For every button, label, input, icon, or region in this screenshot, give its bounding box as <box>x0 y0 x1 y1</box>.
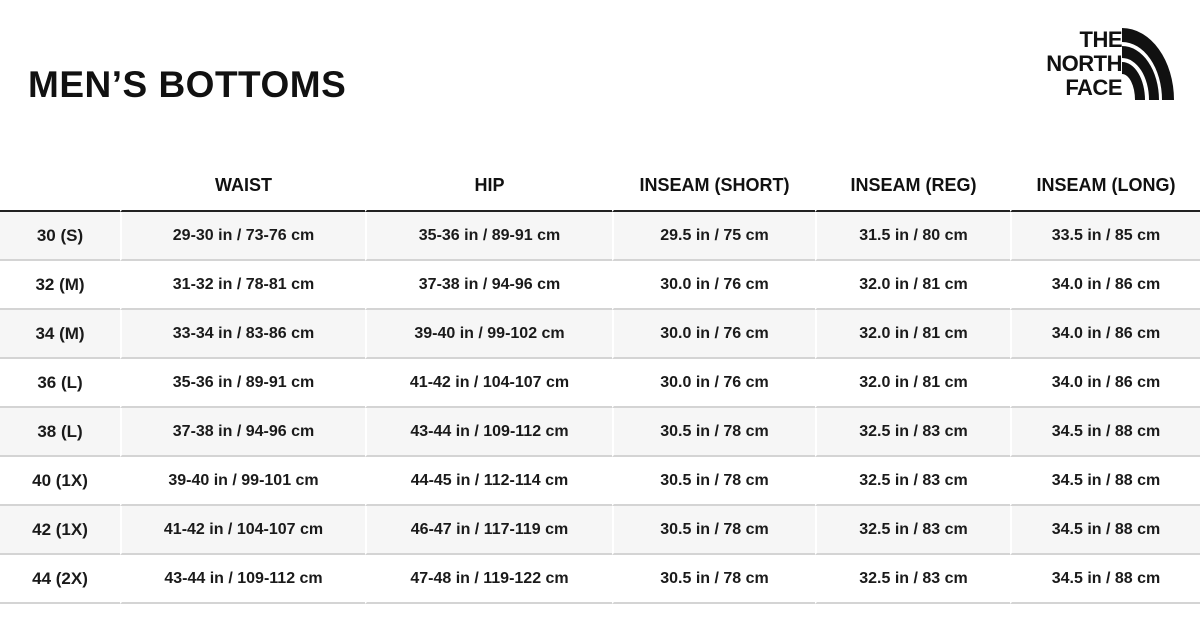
cell-waist: 43-44 in / 109-112 cm <box>120 555 365 604</box>
cell-inseam-reg: 32.5 in / 83 cm <box>815 457 1010 506</box>
cell-inseam-short: 30.0 in / 76 cm <box>612 261 815 310</box>
table-row: 38 (L) 37-38 in / 94-96 cm 43-44 in / 109-… <box>0 408 1200 457</box>
cell-inseam-long: 34.5 in / 88 cm <box>1010 408 1200 457</box>
cell-size: 38 (L) <box>0 408 120 457</box>
size-table: WAIST HIP INSEAM (SHORT) INSEAM (REG) INSEAM… <box>0 160 1200 604</box>
table-row: 30 (S) 29-30 in / 73-76 cm 35-36 in / 89-9… <box>0 212 1200 261</box>
the-north-face-logo: THE NORTH FACE <box>1012 28 1174 102</box>
cell-waist: 31-32 in / 78-81 cm <box>120 261 365 310</box>
cell-inseam-long: 34.5 in / 88 cm <box>1010 555 1200 604</box>
cell-size: 44 (2X) <box>0 555 120 604</box>
table-row: 40 (1X) 39-40 in / 99-101 cm 44-45 in / 11… <box>0 457 1200 506</box>
column-header-waist: WAIST <box>120 160 365 212</box>
cell-waist: 37-38 in / 94-96 cm <box>120 408 365 457</box>
cell-size: 42 (1X) <box>0 506 120 555</box>
cell-inseam-reg: 31.5 in / 80 cm <box>815 212 1010 261</box>
cell-hip: 41-42 in / 104-107 cm <box>365 359 612 408</box>
table-row: 36 (L) 35-36 in / 89-91 cm 41-42 in / 104-… <box>0 359 1200 408</box>
table-row: 44 (2X) 43-44 in / 109-112 cm 47-48 in / 1… <box>0 555 1200 604</box>
half-dome-icon <box>1122 28 1174 100</box>
cell-size: 34 (M) <box>0 310 120 359</box>
cell-inseam-short: 30.0 in / 76 cm <box>612 310 815 359</box>
cell-hip: 35-36 in / 89-91 cm <box>365 212 612 261</box>
cell-size: 36 (L) <box>0 359 120 408</box>
cell-inseam-short: 29.5 in / 75 cm <box>612 212 815 261</box>
page-title: MEN’S BOTTOMS <box>28 64 347 105</box>
cell-inseam-long: 34.5 in / 88 cm <box>1010 457 1200 506</box>
cell-waist: 41-42 in / 104-107 cm <box>120 506 365 555</box>
cell-inseam-long: 34.0 in / 86 cm <box>1010 261 1200 310</box>
cell-size: 40 (1X) <box>0 457 120 506</box>
cell-hip: 37-38 in / 94-96 cm <box>365 261 612 310</box>
cell-waist: 35-36 in / 89-91 cm <box>120 359 365 408</box>
cell-inseam-reg: 32.0 in / 81 cm <box>815 310 1010 359</box>
column-header-hip: HIP <box>365 160 612 212</box>
cell-waist: 29-30 in / 73-76 cm <box>120 212 365 261</box>
cell-hip: 43-44 in / 109-112 cm <box>365 408 612 457</box>
column-header-inseam-short: INSEAM (SHORT) <box>612 160 815 212</box>
cell-hip: 39-40 in / 99-102 cm <box>365 310 612 359</box>
cell-inseam-short: 30.5 in / 78 cm <box>612 457 815 506</box>
column-header-size <box>0 160 120 212</box>
cell-size: 32 (M) <box>0 261 120 310</box>
cell-size: 30 (S) <box>0 212 120 261</box>
cell-inseam-reg: 32.5 in / 83 cm <box>815 506 1010 555</box>
cell-inseam-reg: 32.0 in / 81 cm <box>815 359 1010 408</box>
header-row: WAIST HIP INSEAM (SHORT) INSEAM (REG) INSEAM… <box>0 160 1200 212</box>
cell-inseam-short: 30.5 in / 78 cm <box>612 555 815 604</box>
table-row: 42 (1X) 41-42 in / 104-107 cm 46-47 in / 1… <box>0 506 1200 555</box>
cell-inseam-long: 34.5 in / 88 cm <box>1010 506 1200 555</box>
cell-inseam-reg: 32.5 in / 83 cm <box>815 408 1010 457</box>
logo-text: THE NORTH FACE <box>1046 27 1122 100</box>
cell-inseam-reg: 32.5 in / 83 cm <box>815 555 1010 604</box>
table-row: 32 (M) 31-32 in / 78-81 cm 37-38 in / 94-9… <box>0 261 1200 310</box>
cell-inseam-long: 34.0 in / 86 cm <box>1010 310 1200 359</box>
cell-hip: 44-45 in / 112-114 cm <box>365 457 612 506</box>
cell-waist: 33-34 in / 83-86 cm <box>120 310 365 359</box>
cell-inseam-short: 30.5 in / 78 cm <box>612 408 815 457</box>
cell-inseam-short: 30.0 in / 76 cm <box>612 359 815 408</box>
cell-inseam-reg: 32.0 in / 81 cm <box>815 261 1010 310</box>
cell-hip: 47-48 in / 119-122 cm <box>365 555 612 604</box>
cell-inseam-long: 33.5 in / 85 cm <box>1010 212 1200 261</box>
cell-inseam-long: 34.0 in / 86 cm <box>1010 359 1200 408</box>
column-header-inseam-long: INSEAM (LONG) <box>1010 160 1200 212</box>
cell-hip: 46-47 in / 117-119 cm <box>365 506 612 555</box>
table-row: 34 (M) 33-34 in / 83-86 cm 39-40 in / 99-1… <box>0 310 1200 359</box>
cell-inseam-short: 30.5 in / 78 cm <box>612 506 815 555</box>
cell-waist: 39-40 in / 99-101 cm <box>120 457 365 506</box>
column-header-inseam-reg: INSEAM (REG) <box>815 160 1010 212</box>
